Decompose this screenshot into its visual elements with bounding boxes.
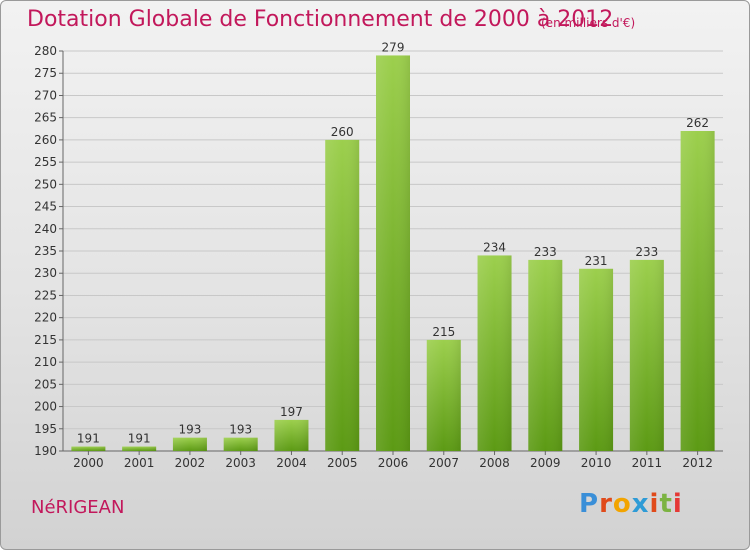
bar-shine [376, 55, 410, 451]
data-label: 260 [331, 125, 354, 139]
data-label: 233 [534, 245, 557, 259]
data-label: 191 [128, 432, 151, 446]
x-tick-label: 2004 [276, 456, 307, 470]
logo-letter: t [659, 489, 673, 519]
y-tick-label: 260 [34, 133, 57, 147]
label-layer: 191 191 193 193 197 260 279 215 234 233 231 233 262 [77, 40, 709, 445]
data-label: 191 [77, 432, 100, 446]
chart-title: Dotation Globale de Fonctionnement de 20… [27, 7, 614, 32]
bar-shine [477, 255, 512, 451]
y-tick-label: 230 [34, 266, 57, 280]
bar-shine [122, 446, 157, 451]
logo-letter: i [649, 489, 660, 519]
y-tick-label: 255 [34, 155, 57, 169]
x-tick-label: 2009 [530, 456, 561, 470]
y-tick-label: 270 [34, 88, 57, 102]
x-tick-label: 2000 [73, 456, 104, 470]
logo-letter: r [599, 489, 613, 519]
bar-layer [71, 55, 715, 451]
data-label: 279 [382, 40, 405, 54]
chart-subtitle: (en milliers d'€) [541, 16, 636, 30]
y-tick-label: 215 [34, 333, 57, 347]
y-tick-label: 220 [34, 311, 57, 325]
place-name: NéRIGEAN [31, 497, 125, 518]
data-label: 231 [585, 254, 608, 268]
data-label: 197 [280, 405, 303, 419]
x-tick-label: 2010 [581, 456, 612, 470]
x-tick-label: 2008 [479, 456, 510, 470]
data-label: 233 [635, 245, 658, 259]
y-tick-label: 195 [34, 422, 57, 436]
logo-letter: P [579, 489, 600, 519]
y-tick-label: 250 [34, 177, 57, 191]
bar-shine [325, 139, 360, 451]
bar-shine [223, 437, 258, 451]
bar-shine [426, 339, 461, 451]
x-tick-label: 2003 [225, 456, 256, 470]
bar-shine [629, 259, 664, 451]
data-label: 193 [178, 423, 201, 437]
bar-shine [71, 446, 106, 451]
y-tick-label: 235 [34, 244, 57, 258]
bar-shine [274, 419, 309, 451]
data-label: 215 [432, 325, 455, 339]
bar-shine [172, 437, 207, 451]
bar-shine [680, 131, 715, 451]
x-tick-label: 2005 [327, 456, 358, 470]
y-tick-label: 210 [34, 355, 57, 369]
axis-layer: 190 195 200 205 210 215 220 225 230 235 240 245 250 2… [34, 44, 723, 470]
x-tick-label: 2012 [682, 456, 713, 470]
y-tick-label: 265 [34, 111, 57, 125]
x-tick-label: 2011 [632, 456, 663, 470]
y-tick-label: 240 [34, 222, 57, 236]
y-tick-label: 275 [34, 66, 57, 80]
y-tick-label: 225 [34, 288, 57, 302]
y-tick-label: 280 [34, 44, 57, 58]
proxiti-logo[interactable]: Proxiti [579, 489, 683, 519]
y-tick-label: 200 [34, 400, 57, 414]
bar-shine [579, 268, 614, 451]
logo-letter: x [631, 489, 650, 519]
data-label: 234 [483, 240, 506, 254]
x-tick-label: 2007 [428, 456, 459, 470]
x-tick-label: 2006 [378, 456, 409, 470]
logo-letter: i [672, 489, 683, 519]
y-tick-label: 190 [34, 444, 57, 458]
data-label: 193 [229, 423, 252, 437]
bar-shine [528, 259, 563, 451]
y-tick-label: 205 [34, 377, 57, 391]
y-tick-label: 245 [34, 200, 57, 214]
data-label: 262 [686, 116, 709, 130]
x-tick-label: 2002 [175, 456, 206, 470]
x-tick-label: 2001 [124, 456, 155, 470]
logo-letter: o [612, 489, 632, 519]
